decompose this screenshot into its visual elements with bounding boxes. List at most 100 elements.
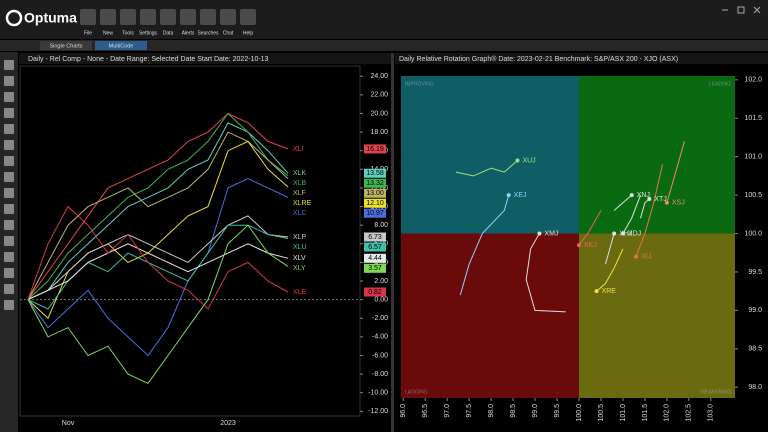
side-tool[interactable] — [4, 268, 14, 278]
tab[interactable] — [40, 41, 92, 50]
legend-entry: XLB — [293, 180, 307, 187]
toolbar-button[interactable] — [200, 9, 216, 25]
series-line — [27, 112, 289, 300]
maximize[interactable] — [737, 6, 745, 14]
toolbar-label: Tools — [122, 30, 134, 36]
trail — [459, 194, 510, 296]
window-controls — [722, 6, 761, 14]
end-value-label: 3.57 — [368, 265, 382, 272]
y-tick-label: -8.00 — [372, 371, 388, 378]
side-tool[interactable] — [4, 60, 14, 70]
y-tick-label: 100.5 — [744, 192, 762, 199]
end-value-label: 16.19 — [366, 146, 384, 153]
side-tool[interactable] — [4, 300, 14, 310]
side-tool[interactable] — [4, 284, 14, 294]
head-point[interactable] — [620, 231, 625, 236]
close[interactable] — [753, 6, 761, 14]
series-label: XEJ — [584, 242, 597, 249]
tab-bar — [0, 40, 768, 51]
legend-entry: XLI — [293, 146, 304, 153]
head-point[interactable] — [629, 193, 634, 198]
head-point[interactable] — [537, 231, 542, 236]
end-value-label: 13.32 — [366, 180, 384, 187]
y-tick-label: 2.00 — [374, 278, 388, 285]
x-tick-label: 101.0 — [620, 404, 627, 422]
toolbar-button[interactable] — [100, 9, 116, 25]
side-tool[interactable] — [4, 252, 14, 262]
series-label: XHJ — [619, 230, 632, 237]
toolbar-button[interactable] — [160, 9, 176, 25]
series-line — [27, 224, 289, 385]
toolbar-button[interactable] — [180, 9, 196, 25]
splitter[interactable] — [391, 53, 394, 432]
series-label: XEJ — [514, 192, 527, 199]
side-tool[interactable] — [4, 92, 14, 102]
head-point[interactable] — [506, 193, 511, 198]
tab-label: MultiCode — [109, 43, 134, 49]
series-label: XSJ — [672, 200, 685, 207]
side-tool[interactable] — [4, 220, 14, 230]
end-value-box — [364, 144, 386, 154]
head-point[interactable] — [594, 289, 599, 294]
x-tick-label: 99.0 — [532, 404, 539, 418]
series-line — [27, 215, 289, 301]
series-label: XNJ — [637, 192, 650, 199]
trail — [525, 233, 566, 313]
quadrant — [401, 233, 579, 398]
head-point[interactable] — [515, 158, 520, 163]
head-point[interactable] — [664, 200, 669, 205]
toolbar-button[interactable] — [240, 9, 256, 25]
head-point[interactable] — [647, 196, 652, 201]
series-label: XMJ — [544, 230, 558, 237]
toolbar-button[interactable] — [80, 9, 96, 25]
x-tick-label: 98.0 — [488, 404, 495, 418]
toolbar-button[interactable] — [220, 9, 236, 25]
quadrant — [401, 76, 579, 234]
trail — [596, 248, 624, 292]
toolbar-label: Data — [163, 30, 174, 36]
side-tool[interactable] — [4, 156, 14, 166]
quadrant-label: LEADING — [709, 81, 731, 87]
tab[interactable] — [95, 41, 147, 50]
y-tick-label: 100.0 — [744, 230, 762, 237]
y-tick-label: 98.0 — [748, 384, 762, 391]
y-tick-label: 98.5 — [748, 346, 762, 353]
side-tool[interactable] — [4, 236, 14, 246]
plot-area — [19, 65, 361, 417]
toolbar-button[interactable] — [140, 9, 156, 25]
x-tick-label: 99.5 — [554, 404, 561, 418]
side-tool[interactable] — [4, 108, 14, 118]
toolbar-label: Chat — [223, 30, 234, 36]
side-tool[interactable] — [4, 76, 14, 86]
toolbar-label: Alerts — [182, 30, 195, 36]
legend-entry: XLK — [293, 170, 307, 177]
legend-entry: XLU — [293, 244, 307, 251]
series-line — [27, 205, 289, 310]
head-point[interactable] — [612, 231, 617, 236]
end-value-label: 13.58 — [366, 170, 384, 177]
head-point[interactable] — [634, 254, 639, 259]
quadrant-label: LAGGING — [405, 389, 428, 395]
toolbar-button[interactable] — [120, 9, 136, 25]
panel-header — [395, 53, 768, 64]
tab-label: Single Charts — [49, 43, 82, 49]
side-tool[interactable] — [4, 204, 14, 214]
y-tick-label: 22.00 — [370, 92, 388, 99]
side-tool[interactable] — [4, 172, 14, 182]
trail — [613, 194, 633, 211]
side-tool[interactable] — [4, 188, 14, 198]
end-value-box — [364, 198, 386, 208]
toolbar-label: Help — [243, 30, 254, 36]
x-tick-label: 103.0 — [708, 404, 715, 422]
chart-title: Daily Relative Rotation Graph® Date: 202… — [399, 55, 678, 63]
x-tick-label: 102.0 — [664, 404, 671, 422]
y-tick-label: 24.00 — [370, 73, 388, 80]
panel-header — [19, 53, 391, 64]
head-point[interactable] — [576, 243, 581, 248]
y-tick-label: 101.5 — [744, 115, 762, 122]
toolbar-label: New — [103, 30, 113, 36]
side-tool[interactable] — [4, 140, 14, 150]
legend-entry: XLV — [293, 255, 306, 262]
side-tool[interactable] — [4, 124, 14, 134]
end-value-box — [364, 168, 386, 178]
